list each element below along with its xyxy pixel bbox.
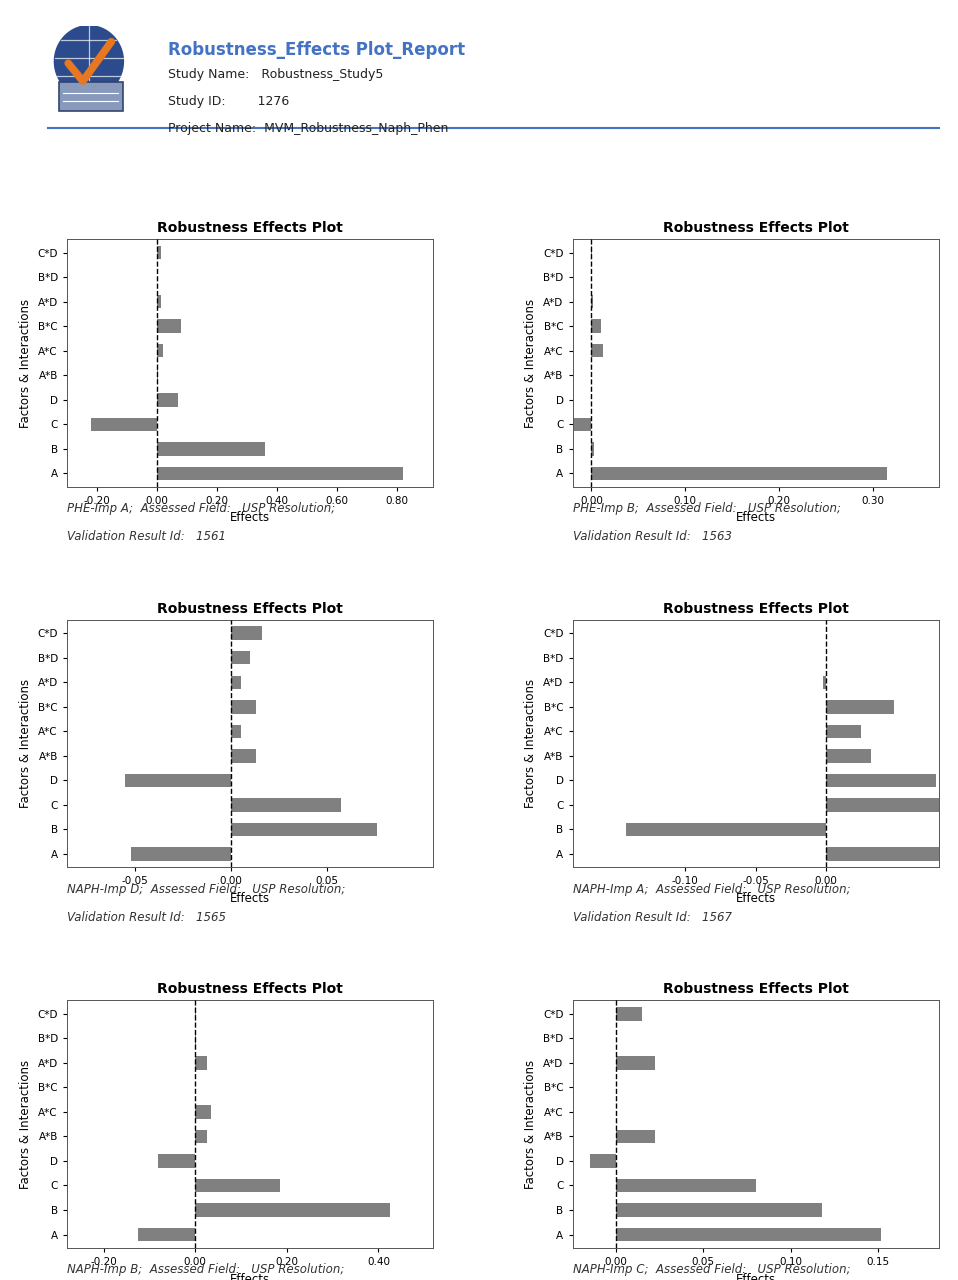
X-axis label: Effects: Effects	[736, 892, 776, 905]
Bar	[616, 1007, 642, 1020]
Bar	[231, 749, 256, 763]
Bar	[826, 773, 936, 787]
Title: Robustness Effects Plot: Robustness Effects Plot	[663, 602, 849, 616]
Bar	[157, 467, 403, 480]
Text: NAPH-Imp A;  Assessed Field:   USP Resolution;: NAPH-Imp A; Assessed Field: USP Resoluti…	[573, 883, 850, 896]
Bar	[231, 799, 341, 812]
Bar	[231, 823, 377, 836]
Bar	[91, 417, 157, 431]
Y-axis label: Factors & Interactions: Factors & Interactions	[524, 1060, 537, 1189]
Bar	[231, 700, 256, 713]
Bar	[591, 294, 593, 308]
Bar	[195, 1203, 390, 1217]
Text: Validation Result Id:   1565: Validation Result Id: 1565	[67, 911, 226, 924]
X-axis label: Effects: Effects	[230, 512, 270, 525]
Text: NAPH-Imp C;  Assessed Field:   USP Resolution;: NAPH-Imp C; Assessed Field: USP Resoluti…	[573, 1263, 850, 1276]
Text: Validation Result Id:   1563: Validation Result Id: 1563	[573, 530, 732, 544]
Polygon shape	[55, 26, 124, 97]
Bar	[195, 1179, 280, 1192]
Bar	[157, 320, 181, 333]
Title: Robustness Effects Plot: Robustness Effects Plot	[663, 982, 849, 996]
X-axis label: Effects: Effects	[230, 1272, 270, 1280]
Bar	[125, 773, 231, 787]
Text: Study ID:        1276: Study ID: 1276	[168, 95, 289, 108]
Bar	[826, 700, 894, 713]
Bar	[231, 724, 240, 739]
Bar	[616, 1228, 881, 1242]
Bar	[616, 1203, 822, 1217]
Text: NAPH-Imp D;  Assessed Field:   USP Resolution;: NAPH-Imp D; Assessed Field: USP Resoluti…	[67, 883, 346, 896]
Text: PHE-Imp A;  Assessed Field:   USP Resolution;: PHE-Imp A; Assessed Field: USP Resolutio…	[67, 502, 335, 516]
Bar	[826, 847, 958, 860]
Bar	[130, 847, 231, 860]
Title: Robustness Effects Plot: Robustness Effects Plot	[157, 602, 343, 616]
Bar	[231, 626, 262, 640]
Bar	[157, 393, 178, 407]
Text: PHE-Imp B;  Assessed Field:   USP Resolution;: PHE-Imp B; Assessed Field: USP Resolutio…	[573, 502, 840, 516]
Bar	[195, 1105, 212, 1119]
Text: Validation Result Id:   1561: Validation Result Id: 1561	[67, 530, 226, 544]
X-axis label: Effects: Effects	[736, 512, 776, 525]
Y-axis label: Factors & Interactions: Factors & Interactions	[524, 678, 537, 808]
FancyBboxPatch shape	[58, 82, 124, 111]
Title: Robustness Effects Plot: Robustness Effects Plot	[157, 221, 343, 236]
Text: Robustness_Effects Plot_Report: Robustness_Effects Plot_Report	[168, 41, 465, 59]
Bar	[157, 246, 161, 260]
Bar	[591, 344, 603, 357]
Bar	[556, 417, 591, 431]
Y-axis label: Factors & Interactions: Factors & Interactions	[524, 298, 537, 428]
Y-axis label: Factors & Interactions: Factors & Interactions	[19, 678, 32, 808]
Bar	[591, 442, 594, 456]
Bar	[231, 676, 240, 689]
Bar	[195, 1130, 207, 1143]
Bar	[826, 749, 871, 763]
X-axis label: Effects: Effects	[736, 1272, 776, 1280]
Bar	[138, 1228, 195, 1242]
Text: NAPH-Imp B;  Assessed Field:   USP Resolution;: NAPH-Imp B; Assessed Field: USP Resoluti…	[67, 1263, 345, 1276]
Bar	[591, 320, 601, 333]
Text: Project Name:  MVM_Robustness_Naph_Phen: Project Name: MVM_Robustness_Naph_Phen	[168, 122, 448, 134]
Bar	[616, 1056, 654, 1070]
Title: Robustness Effects Plot: Robustness Effects Plot	[663, 221, 849, 236]
Bar	[157, 344, 163, 357]
Y-axis label: Factors & Interactions: Factors & Interactions	[19, 298, 32, 428]
Bar	[627, 823, 826, 836]
Bar	[231, 652, 250, 664]
Bar	[158, 1155, 195, 1167]
Text: Validation Result Id:   1567: Validation Result Id: 1567	[573, 911, 732, 924]
Y-axis label: Factors & Interactions: Factors & Interactions	[19, 1060, 32, 1189]
Bar	[826, 799, 956, 812]
Bar	[616, 1130, 654, 1143]
Text: Study Name:   Robustness_Study5: Study Name: Robustness_Study5	[168, 68, 383, 81]
Bar	[823, 676, 826, 689]
X-axis label: Effects: Effects	[230, 892, 270, 905]
Bar	[591, 467, 887, 480]
Title: Robustness Effects Plot: Robustness Effects Plot	[157, 982, 343, 996]
Bar	[590, 1155, 616, 1167]
Bar	[826, 724, 861, 739]
Bar	[616, 1179, 756, 1192]
Bar	[157, 442, 265, 456]
Bar	[157, 294, 161, 308]
Bar	[195, 1056, 207, 1070]
